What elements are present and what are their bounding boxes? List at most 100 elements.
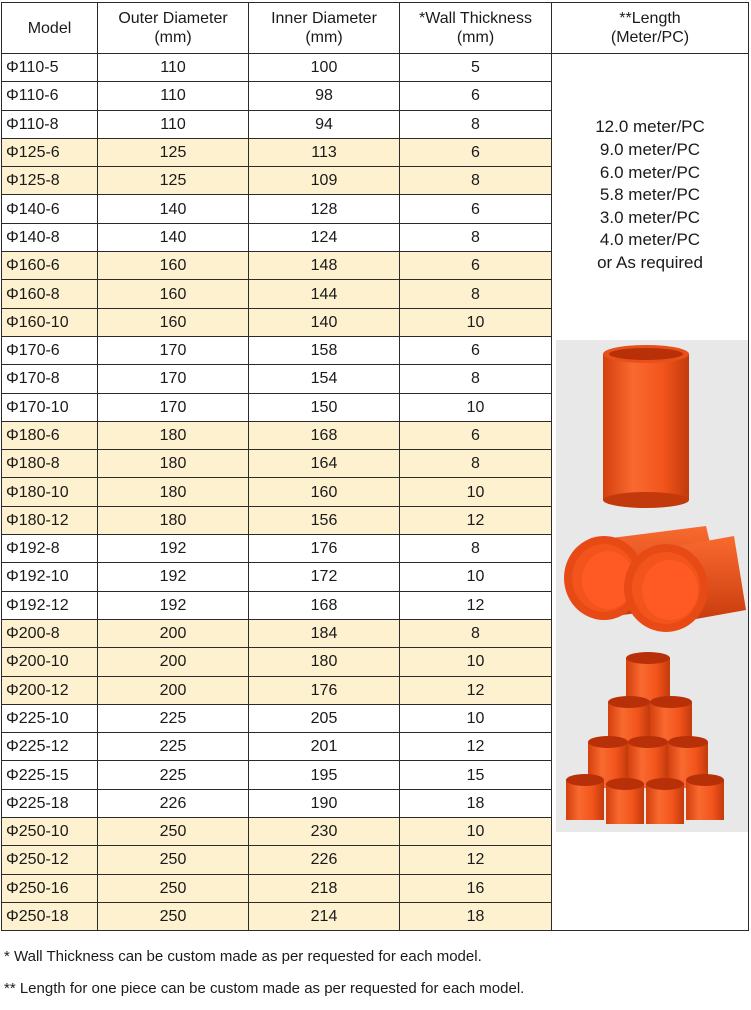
inner-diameter-cell: 113 <box>248 137 400 168</box>
inner-diameter-cell: 218 <box>248 873 400 903</box>
table-row: Φ160-10 160 140 10 <box>1 307 749 337</box>
wall-thickness-cell: 18 <box>399 788 552 819</box>
model-cell: Φ140-6 <box>1 194 98 224</box>
pipe-spec-table: Model Outer Diameter (mm) Inner Diameter(… <box>1 2 749 932</box>
inner-diameter-cell: 98 <box>248 81 400 111</box>
wall-thickness-cell: 8 <box>399 364 552 394</box>
model-cell: Φ125-8 <box>1 166 98 196</box>
model-cell: Φ192-10 <box>1 562 98 592</box>
footnotes: * Wall Thickness can be custom made as p… <box>4 946 524 1010</box>
outer-diameter-cell: 110 <box>97 109 249 139</box>
wall-thickness-cell: 8 <box>399 222 552 253</box>
outer-diameter-cell: 192 <box>97 534 249 564</box>
inner-diameter-cell: 144 <box>248 279 400 309</box>
inner-diameter-cell: 128 <box>248 194 400 224</box>
length-option: 6.0 meter/PC <box>599 162 701 182</box>
outer-diameter-cell: 250 <box>97 873 249 903</box>
length-option: 9.0 meter/PC <box>599 140 701 160</box>
inner-diameter-cell: 176 <box>248 534 400 564</box>
inner-diameter-cell: 154 <box>248 364 400 394</box>
inner-diameter-cell: 124 <box>248 222 400 253</box>
header-inner-diameter: Inner Diameter (mm) <box>248 2 400 54</box>
pipe-product-photo <box>556 340 748 832</box>
model-cell: Φ160-10 <box>1 307 98 337</box>
inner-diameter-cell: 148 <box>248 251 400 281</box>
table-row: Φ200-8 200 184 8 <box>1 618 749 649</box>
table-row: Φ110-8 110 94 8 <box>1 109 749 139</box>
model-cell: Φ125-6 <box>1 137 98 168</box>
note-wall-thickness: * Wall Thickness can be custom made as p… <box>4 948 482 965</box>
wall-thickness-cell: 10 <box>399 703 552 734</box>
inner-diameter-cell: 168 <box>248 590 400 620</box>
table-row: Φ200-10 200 180 10 <box>1 647 749 677</box>
length-column: 12.0 meter/PC 9.0 meter/PC 6.0 meter/PC 5.8… <box>551 52 749 932</box>
table-row: Φ225-12 225 201 12 <box>1 732 749 762</box>
table-row: Φ250-18 250 214 18 <box>1 901 749 932</box>
table-row: Φ180-12 180 156 12 <box>1 505 749 536</box>
wall-thickness-cell: 6 <box>399 420 552 451</box>
inner-diameter-cell: 201 <box>248 732 400 762</box>
model-cell: Φ250-12 <box>1 845 98 875</box>
length-option: 4.0 meter/PC <box>599 230 701 250</box>
outer-diameter-cell: 250 <box>97 817 249 847</box>
inner-diameter-cell: 172 <box>248 562 400 592</box>
table-row: Φ192-12 192 168 12 <box>1 590 749 620</box>
model-cell: Φ180-12 <box>1 505 98 536</box>
header-length: **Length (Meter/PC) <box>551 2 749 54</box>
inner-diameter-cell: 190 <box>248 788 400 819</box>
wall-thickness-cell: 12 <box>399 675 552 705</box>
outer-diameter-cell: 250 <box>97 845 249 875</box>
outer-diameter-cell: 250 <box>97 901 249 932</box>
outer-diameter-cell: 160 <box>97 251 249 281</box>
model-cell: Φ140-8 <box>1 222 98 253</box>
length-option: or As required <box>597 252 703 272</box>
inner-diameter-cell: 180 <box>248 647 400 677</box>
table-row: Φ160-6 160 148 6 <box>1 251 749 281</box>
outer-diameter-cell: 192 <box>97 590 249 620</box>
table-row: Φ180-6 180 168 6 <box>1 420 749 451</box>
model-cell: Φ200-10 <box>1 647 98 677</box>
outer-diameter-cell: 180 <box>97 477 249 507</box>
inner-diameter-cell: 100 <box>248 52 400 83</box>
model-cell: Φ160-8 <box>1 279 98 309</box>
outer-diameter-cell: 170 <box>97 392 249 422</box>
outer-diameter-cell: 125 <box>97 137 249 168</box>
inner-diameter-cell: 195 <box>248 760 400 790</box>
model-cell: Φ180-6 <box>1 420 98 451</box>
wall-thickness-cell: 8 <box>399 534 552 564</box>
model-cell: Φ250-10 <box>1 817 98 847</box>
model-cell: Φ225-10 <box>1 703 98 734</box>
table-row: Φ225-18 226 190 18 <box>1 788 749 819</box>
outer-diameter-cell: 140 <box>97 194 249 224</box>
outer-diameter-cell: 200 <box>97 675 249 705</box>
wall-thickness-cell: 10 <box>399 647 552 677</box>
table-row: Φ110-6 110 98 6 <box>1 81 749 111</box>
note-length: ** Length for one piece can be custom ma… <box>4 980 525 997</box>
length-option: 3.0 meter/PC <box>599 207 701 227</box>
wall-thickness-cell: 10 <box>399 562 552 592</box>
wall-thickness-cell: 8 <box>399 449 552 479</box>
outer-diameter-cell: 160 <box>97 307 249 337</box>
model-cell: Φ180-8 <box>1 449 98 479</box>
inner-diameter-cell: 214 <box>248 901 400 932</box>
inner-diameter-cell: 184 <box>248 618 400 649</box>
header-wall-thickness: *Wall Thickness (mm) <box>399 2 552 54</box>
model-cell: Φ225-15 <box>1 760 98 790</box>
length-options: 12.0 meter/PC 9.0 meter/PC 6.0 meter/PC 5.8… <box>552 54 748 337</box>
outer-diameter-cell: 225 <box>97 732 249 762</box>
outer-diameter-cell: 160 <box>97 279 249 309</box>
model-cell: Φ192-12 <box>1 590 98 620</box>
inner-diameter-cell: 164 <box>248 449 400 479</box>
wall-thickness-cell: 12 <box>399 590 552 620</box>
model-cell: Φ170-10 <box>1 392 98 422</box>
inner-diameter-cell: 230 <box>248 817 400 847</box>
length-option: 12.0 meter/PC <box>595 117 705 137</box>
outer-diameter-cell: 180 <box>97 449 249 479</box>
table-row: Φ160-8 160 144 8 <box>1 279 749 309</box>
table-row: Φ170-8 170 154 8 <box>1 364 749 394</box>
model-cell: Φ192-8 <box>1 534 98 564</box>
outer-diameter-cell: 200 <box>97 618 249 649</box>
model-cell: Φ110-5 <box>1 52 98 83</box>
table-row: Φ140-8 140 124 8 <box>1 222 749 253</box>
wall-thickness-cell: 8 <box>399 109 552 139</box>
